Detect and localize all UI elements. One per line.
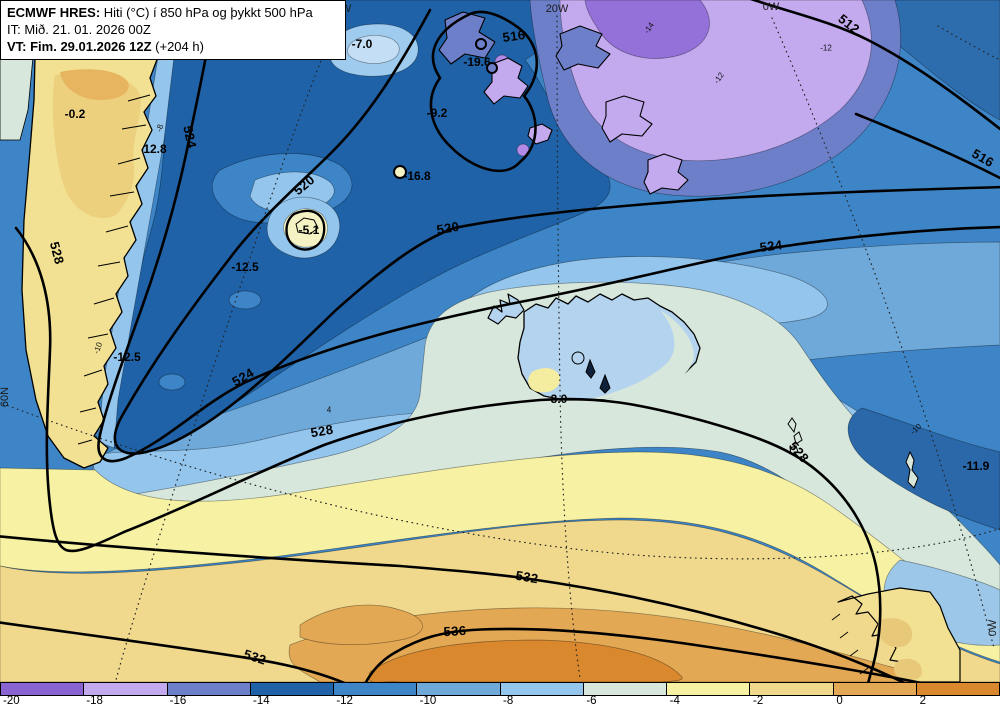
low-center-spot	[475, 38, 487, 50]
greenland-landmass	[0, 56, 159, 469]
contour-516-loop	[429, 10, 539, 172]
thickness-contours	[0, 0, 1000, 682]
colorbar-cell	[84, 683, 168, 695]
colorbar-tick-label: -20	[3, 695, 20, 707]
colorbar-cell	[750, 683, 834, 695]
colorbar-tick-label: -6	[586, 695, 597, 707]
contour-516	[854, 112, 1000, 180]
colorbar-tick-label: -16	[169, 695, 187, 707]
contour-528	[14, 226, 882, 682]
colorbar-cell	[583, 683, 667, 695]
map-area	[0, 0, 1000, 682]
colorbar-tick-label: -10	[419, 695, 437, 707]
low-center-spot	[486, 62, 498, 74]
contour-536	[364, 627, 923, 682]
contour-532b	[0, 621, 346, 682]
valid-time-line: VT: Fim. 29.01.2026 12Z (+204 h)	[7, 38, 339, 55]
colorbar-tick-label: -4	[669, 695, 680, 707]
colorbar-cell	[833, 683, 917, 695]
info-title-line: ECMWF HRES: Hiti (°C) í 850 hPa og þykkt…	[7, 4, 339, 21]
contour-512	[749, 0, 1000, 131]
colorbar-cell	[667, 683, 751, 695]
colorbar-tick-label: -18	[86, 695, 103, 707]
meridian-40w	[115, 17, 339, 681]
jan-mayen-island	[295, 217, 319, 235]
colorbar-cell	[167, 683, 251, 695]
parallel-fragment	[937, 25, 1000, 61]
contour-532	[0, 535, 906, 682]
contour-524	[97, 0, 1000, 463]
ne-greenland-coast	[438, 11, 689, 195]
colorbar-cell	[250, 683, 334, 695]
colorbar-cell	[0, 683, 85, 695]
colorbar-cell	[916, 683, 1000, 695]
colorbar-cell	[500, 683, 584, 695]
colorbar-tick-label: -14	[253, 695, 270, 707]
init-time-line: IT: Mið. 21. 01. 2026 00Z	[7, 22, 151, 38]
temperature-fill-bands	[0, 0, 1000, 682]
iceland-landmass	[487, 293, 701, 401]
lead-time: (+204 h)	[151, 39, 204, 55]
graticule-lines	[0, 15, 1000, 681]
colorbar-tick-label: -12	[336, 695, 353, 707]
colorbar-tick-label: -2	[753, 695, 764, 707]
contour-jan-mayen-low	[285, 209, 326, 251]
forecast-info-box: ECMWF HRES: Hiti (°C) í 850 hPa og þykkt…	[0, 0, 346, 61]
temperature-colorbar	[0, 682, 1000, 696]
meridian-0w	[771, 17, 995, 649]
model-name: ECMWF HRES:	[7, 5, 101, 20]
contour-520	[113, 8, 1000, 455]
colorbar-tick-label: 2	[919, 695, 927, 707]
low-center-spot	[393, 165, 407, 179]
colorbar-labels: -20 -18 -16 -14 -12 -10 -8 -6 -4 -2 0 2	[0, 695, 1000, 709]
colorbar-cell	[417, 683, 501, 695]
parameter-description: Hiti (°C) í 850 hPa og þykkt 500 hPa	[100, 5, 313, 20]
colorbar-tick-label: -8	[503, 695, 514, 707]
valid-time: VT: Fim. 29.01.2026 12Z	[7, 39, 152, 55]
colorbar-tick-label: 0	[836, 695, 843, 707]
weather-map-svg	[0, 0, 1000, 682]
colorbar-cell	[334, 683, 418, 695]
